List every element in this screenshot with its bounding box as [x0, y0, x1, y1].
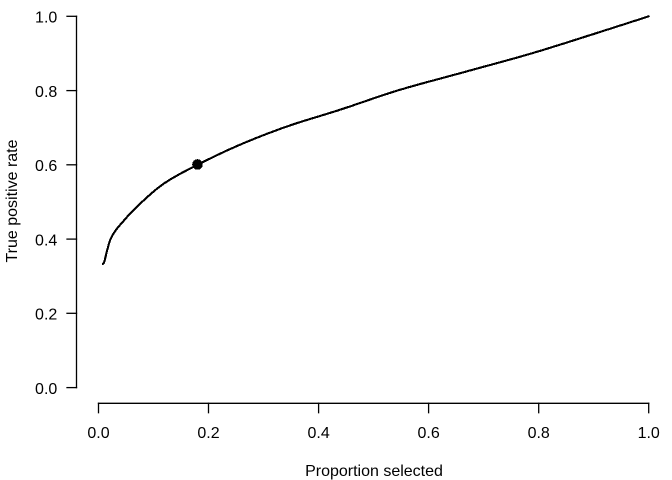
svg-text:True positive rate: True positive rate [4, 139, 21, 262]
svg-text:0.2: 0.2 [35, 307, 57, 324]
svg-text:0.8: 0.8 [35, 84, 57, 101]
svg-text:1.0: 1.0 [35, 10, 57, 27]
svg-text:0.0: 0.0 [35, 381, 57, 398]
svg-text:0.6: 0.6 [417, 425, 439, 442]
svg-text:0.4: 0.4 [35, 233, 57, 250]
svg-text:0.6: 0.6 [35, 158, 57, 175]
svg-text:0.8: 0.8 [528, 425, 550, 442]
svg-text:1.0: 1.0 [638, 425, 660, 442]
svg-text:0.2: 0.2 [197, 425, 219, 442]
svg-text:0.4: 0.4 [307, 425, 329, 442]
svg-text:0.0: 0.0 [87, 425, 109, 442]
svg-text:Proportion selected: Proportion selected [305, 463, 443, 480]
